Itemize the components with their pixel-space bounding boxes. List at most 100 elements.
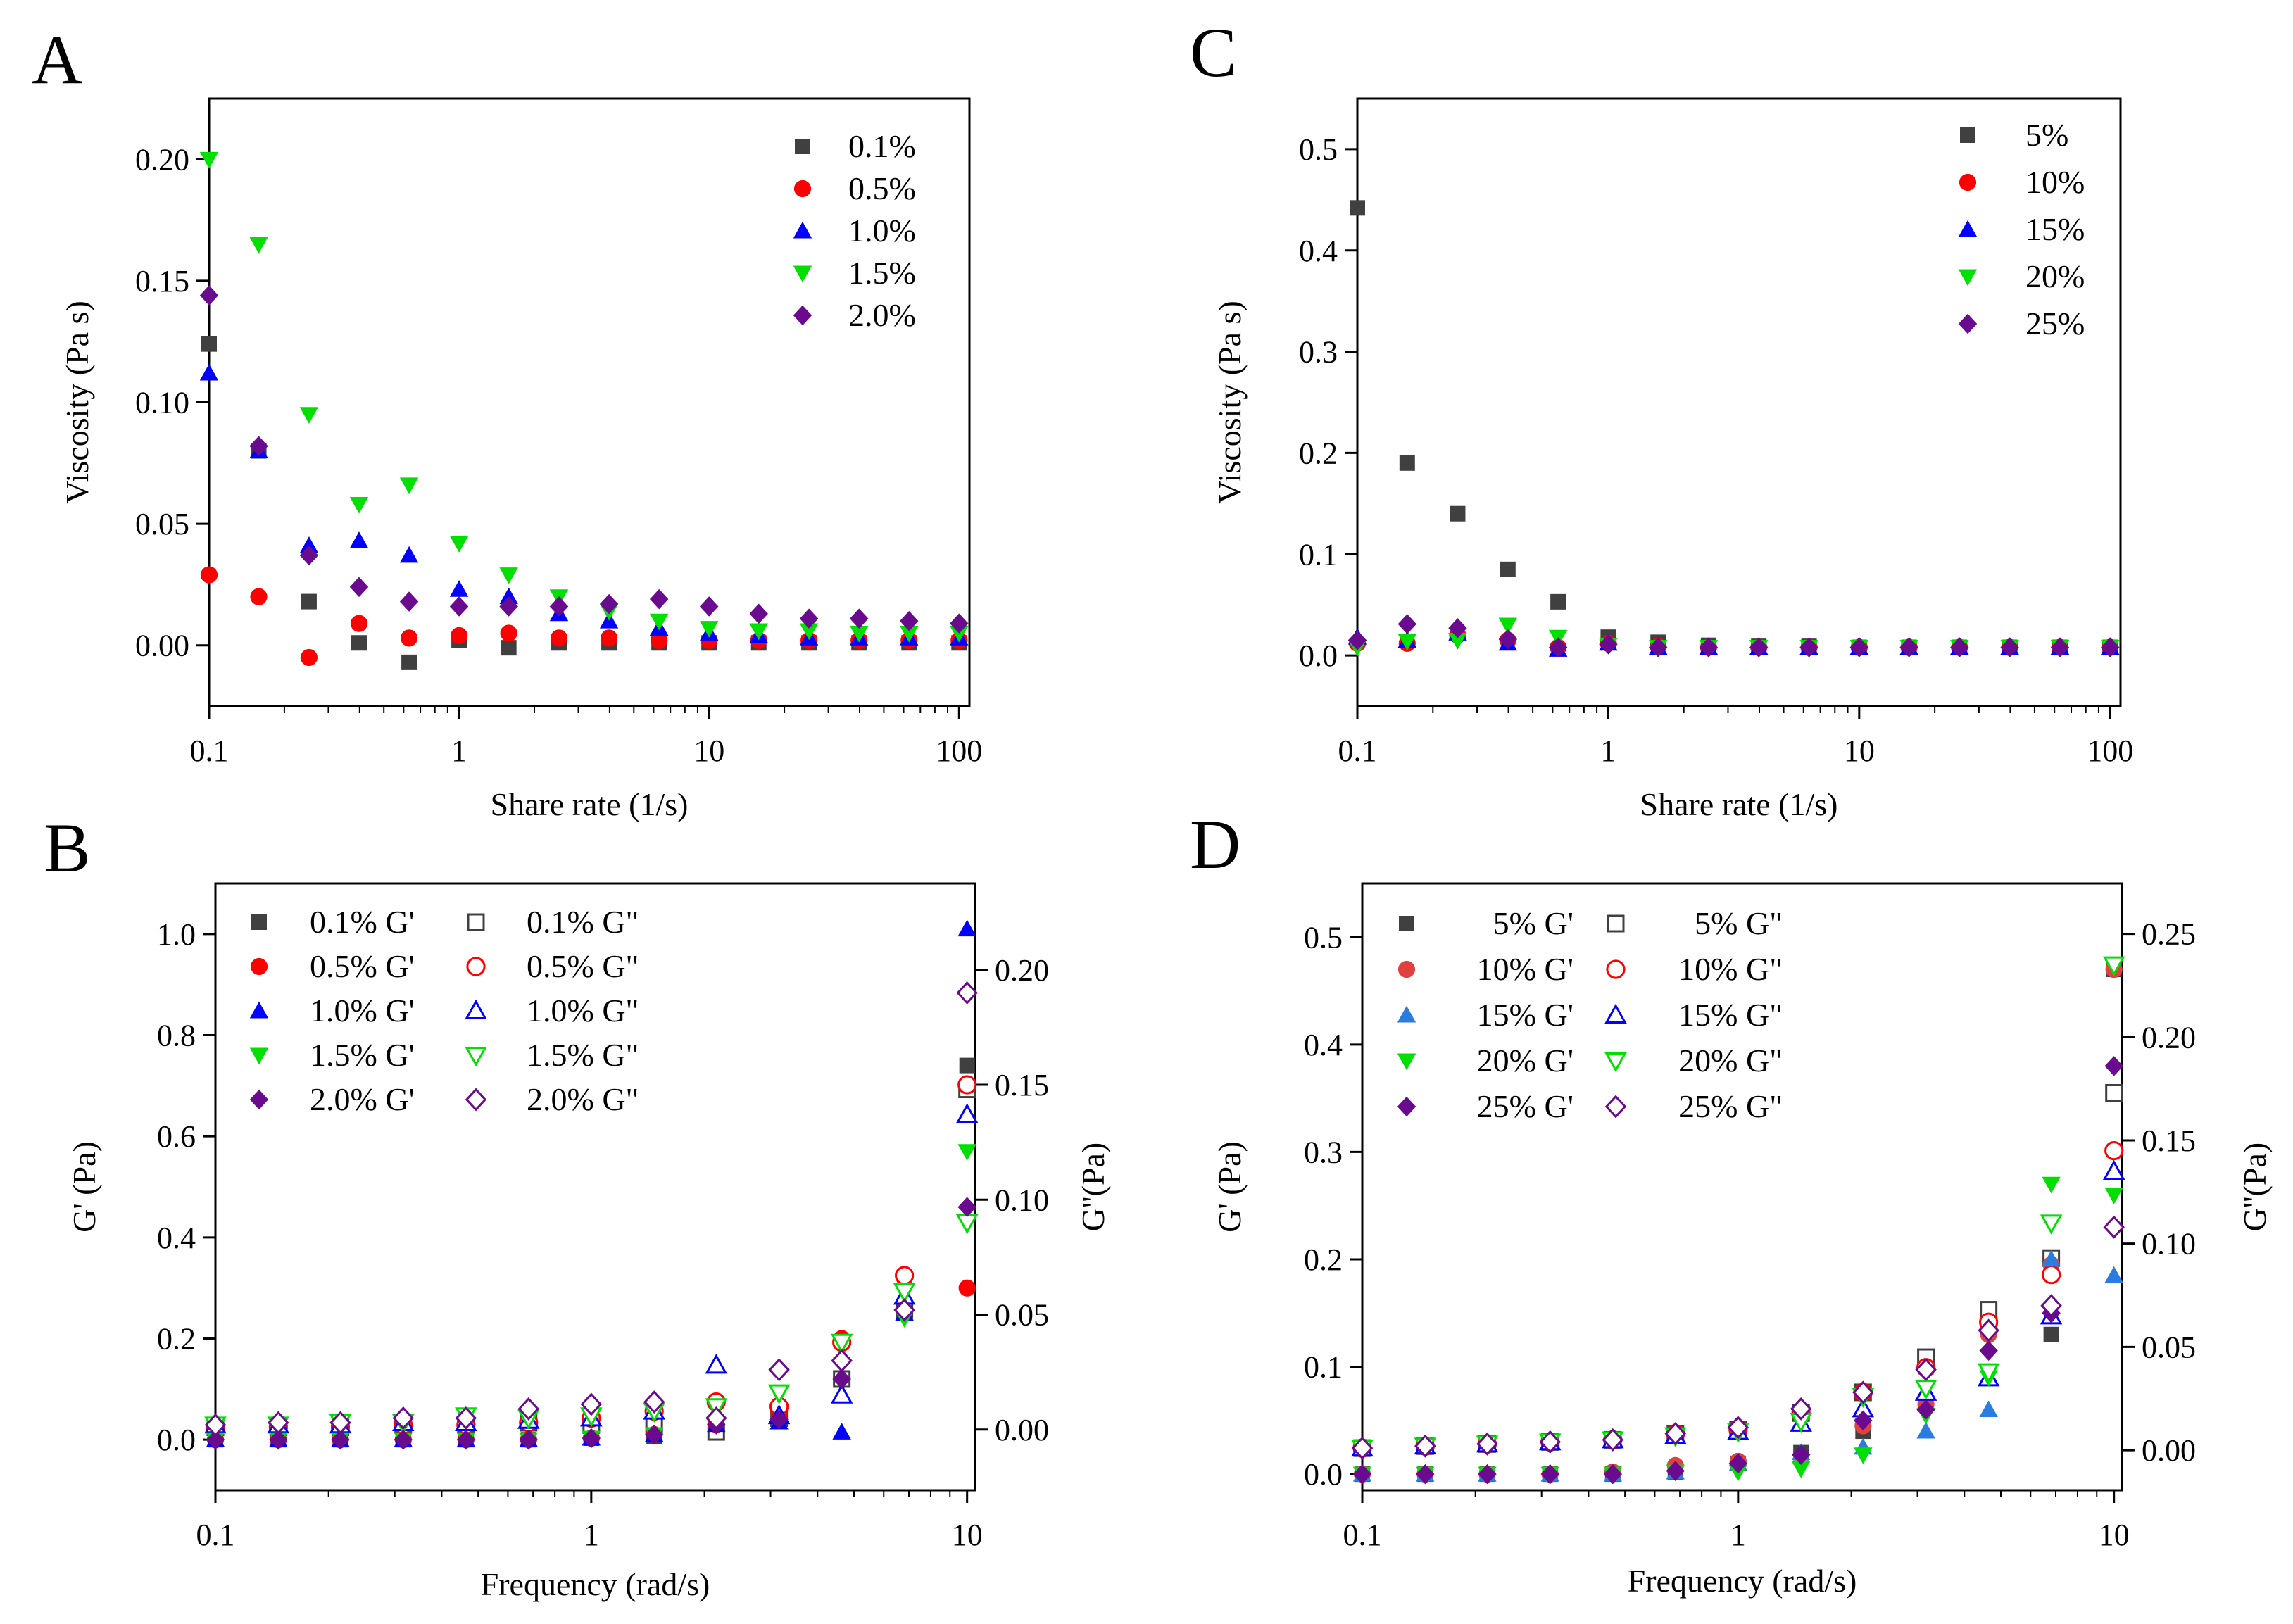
legend-label: 5% [2025,117,2068,153]
data-point [1498,617,1518,635]
legend-label: 20% [2025,258,2085,294]
legend-label: 0.5% G' [310,948,415,984]
x-axis-label: Share rate (1/s) [491,786,689,822]
legend: 0.1% G' 0.1% G" 0.5% G' 0.5% G" 1.0% G' 1.0% … [249,904,639,1117]
y2-tick-label: 0.15 [2142,1123,2196,1158]
data-point [517,1397,540,1421]
data-point [955,1214,979,1235]
data-point [799,608,819,629]
y2-tick-label: 0.20 [2142,1020,2196,1055]
y2-tick-label: 0.10 [2142,1227,2196,1261]
data-point [1790,1397,1812,1421]
y-tick-label: 0.6 [157,1119,196,1154]
y-tick-label: 0.0 [1304,1457,1343,1492]
y-tick-label: 0.4 [1304,1028,1343,1062]
legend-label: 1.5% G" [527,1037,639,1073]
data-point [2040,1294,2062,1318]
panel-A: A 0.1 1 10 100 0.00 0.05 0.10 0.15 0.20 Share rat… [32,20,982,822]
data-point [200,566,218,584]
series-5- [1350,200,2118,655]
legend-marker [793,265,812,283]
data-point [959,1057,975,1074]
y2-tick-label: 0.25 [2142,917,2196,952]
data-point [1550,593,1566,610]
series-2.0-G- [204,981,978,1437]
data-point [1352,1464,1372,1485]
y2-axis-label: G''(Pa) [2237,1143,2273,1231]
data-point [958,1279,976,1297]
y-tick-label: 0.3 [1299,335,1338,370]
legend-label: 1.0% [848,213,916,248]
panel-label: A [32,20,82,99]
panel-B: B 0.1 1 10 0.0 0.2 0.4 0.6 0.8 1.0 0.00 0.05 0.10 0.… [44,809,1111,1602]
y-tick-label: 0.5 [1299,132,1338,167]
data-point [643,1390,665,1414]
data-point [832,1423,851,1440]
y-tick-label: 0.10 [135,386,189,420]
panel-C: C 0.1 1 10 100 0.0 0.1 0.2 0.3 0.4 0.5 Share rate … [1190,13,2133,822]
data-point [1448,633,1467,650]
y-tick-label: 0.5 [1304,920,1343,955]
legend-marker [251,914,267,930]
data-point [449,580,469,597]
data-point [1916,1421,1935,1439]
y2-tick-label: 0.05 [2142,1330,2196,1364]
data-point [1540,1464,1559,1485]
y-tick-label: 0.2 [157,1322,196,1357]
data-point [2102,1159,2125,1180]
legend-label: 0.1% G' [310,904,415,940]
data-point [269,1429,288,1450]
data-point [705,1354,728,1374]
data-point [349,497,369,514]
data-point [644,1424,664,1445]
plot-frame [1356,97,2122,707]
data-point [705,1406,727,1430]
data-point [1979,1340,1998,1361]
y-tick-label: 1.0 [157,917,196,952]
y-tick-label: 0.05 [135,507,189,541]
data-point [201,336,217,352]
y-axis-label: Viscosity (Pa s) [1212,301,1248,504]
data-point [957,1197,976,1218]
x-axis-label: Share rate (1/s) [1640,786,1838,822]
data-point [2050,637,2070,657]
data-point [832,1368,851,1390]
data-point [601,629,618,647]
data-point [2040,1214,2063,1235]
legend-marker [1607,914,1625,933]
data-point [1664,1422,1687,1446]
data-point [451,627,468,644]
data-point [204,1413,227,1437]
data-point [499,596,518,617]
data-point [351,635,367,651]
y-tick-label: 0.2 [1304,1242,1343,1277]
x-tick-label: 10 [2099,1518,2130,1552]
legend-label: 5% G" [1695,905,1783,941]
y2-tick-label: 0.00 [995,1413,1049,1447]
data-point [830,1333,853,1354]
data-point [1399,455,1415,471]
series-0.5-G- [206,1075,977,1437]
legend-label: 2.0% [848,297,916,333]
data-point [895,1266,915,1285]
data-point [349,577,369,598]
legend-marker [1397,1096,1416,1117]
data-point [1448,617,1467,638]
legend-marker [250,957,268,976]
data-point [206,1429,225,1450]
data-point [401,654,417,670]
legend-label: 20% G' [1477,1043,1573,1078]
legend-marker [1399,916,1414,931]
data-point [2104,1266,2123,1283]
x-tick-label: 10 [952,1518,983,1552]
data-point [1603,1464,1623,1485]
data-point [893,1283,916,1304]
data-point [550,629,568,647]
data-point [700,596,719,617]
data-point [2104,1141,2124,1161]
legend: 0.1% 0.5% 1.0% 1.5% 2.0% [793,128,916,333]
legend-marker [1958,269,1978,287]
legend-marker [795,139,810,154]
data-point [549,596,569,617]
series-25-G- [1351,1215,2125,1460]
